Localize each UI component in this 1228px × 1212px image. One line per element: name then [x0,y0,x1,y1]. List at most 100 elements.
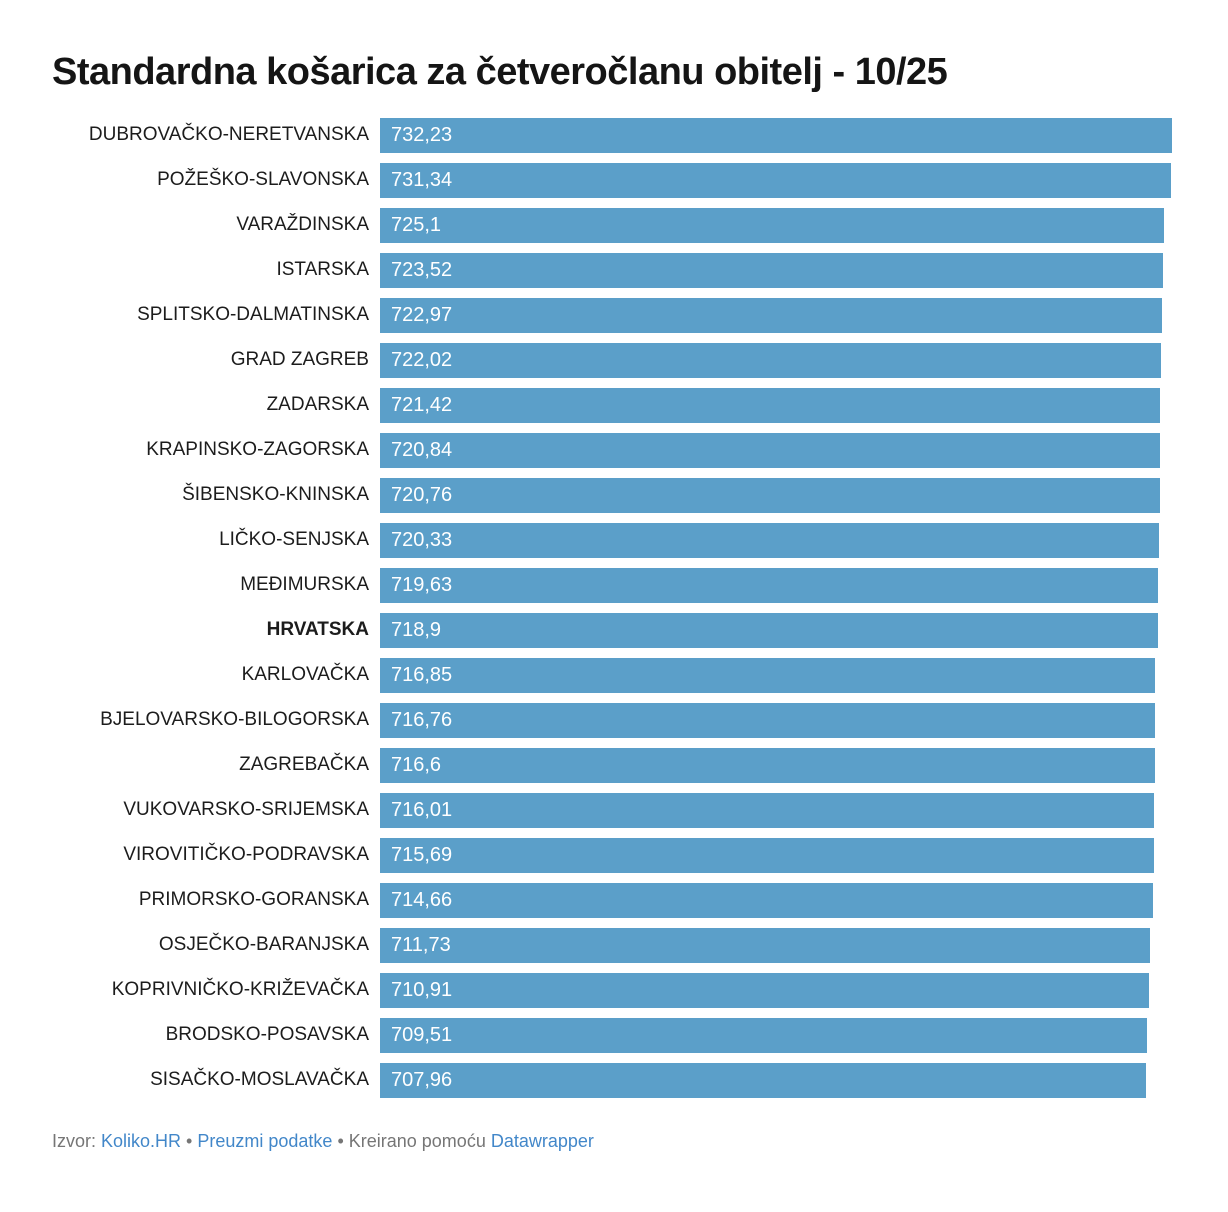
bar-row: VIROVITIČKO-PODRAVSKA 715,69 [52,837,1172,873]
bar-value-label: 731,34 [391,168,453,191]
footer: Izvor: Koliko.HR • Preuzmi podatke • Kreirano… [52,1131,1172,1152]
bar-value-label: 716,01 [391,798,453,821]
bar: 716,85 [380,657,1156,693]
category-label: ŠIBENSKO-KNINSKA [182,484,369,506]
bar-track: 716,76 [380,702,1172,738]
bar-value-label: 720,76 [391,483,453,506]
bar-value-label: 707,96 [391,1068,453,1091]
bar-track: 723,52 [380,252,1172,288]
bar: 707,96 [380,1062,1146,1098]
download-data-link[interactable]: Preuzmi podatke [197,1130,333,1151]
bar-value-label: 716,76 [391,708,453,731]
category-label: HRVATSKA [266,619,369,641]
bar: 710,91 [380,972,1149,1008]
bar-value-label: 720,84 [391,438,453,461]
bar-track: 714,66 [380,882,1172,918]
created-with-label: Kreirano pomoću [348,1130,486,1151]
bar-value-label: 722,97 [391,303,453,326]
bar-chart: DUBROVAČKO-NERETVANSKA 732,23 POŽEŠKO-SLAV… [52,117,1172,1098]
bar-track: 709,51 [380,1017,1172,1053]
bar: 722,02 [380,342,1161,378]
bar-track: 716,6 [380,747,1172,783]
category-label: PRIMORSKO-GORANSKA [138,889,369,911]
bar-value-label: 716,6 [391,753,442,776]
bar-track: 720,33 [380,522,1172,558]
bar: 715,69 [380,837,1155,873]
bar-track: 722,97 [380,297,1172,333]
bar: 711,73 [380,927,1150,963]
bar-row: PRIMORSKO-GORANSKA 714,66 [52,882,1172,918]
bar-value-label: 732,23 [391,123,453,146]
bar-row: MEĐIMURSKA 719,63 [52,567,1172,603]
bar-row: VARAŽDINSKA 725,1 [52,207,1172,243]
category-label: VIROVITIČKO-PODRAVSKA [123,844,369,866]
bar: 721,42 [380,387,1161,423]
separator-dot: • [186,1130,193,1151]
category-label: KOPRIVNIČKO-KRIŽEVAČKA [111,979,369,1001]
bar-row: BRODSKO-POSAVSKA 709,51 [52,1017,1172,1053]
category-label: DUBROVAČKO-NERETVANSKA [88,124,369,146]
bar-value-label: 709,51 [391,1023,453,1046]
bar: 731,34 [380,162,1172,198]
source-link[interactable]: Koliko.HR [101,1130,182,1151]
bar-track: 710,91 [380,972,1172,1008]
bar-track: 732,23 [380,117,1172,153]
category-label: VARAŽDINSKA [236,214,369,236]
bar-row: LIČKO-SENJSKA 720,33 [52,522,1172,558]
category-label: SISAČKO-MOSLAVAČKA [150,1069,369,1091]
bar-value-label: 715,69 [391,843,453,866]
bar: 718,9 [380,612,1158,648]
source-label: Izvor: [52,1130,97,1151]
bar-row: SISAČKO-MOSLAVAČKA 707,96 [52,1062,1172,1098]
chart-page: Standardna košarica za četveročlanu obit… [52,51,1172,1152]
bar-track: 716,01 [380,792,1172,828]
bar-row: OSJEČKO-BARANJSKA 711,73 [52,927,1172,963]
bar: 720,33 [380,522,1160,558]
bar-track: 707,96 [380,1062,1172,1098]
bar-row: ISTARSKA 723,52 [52,252,1172,288]
bar-track: 716,85 [380,657,1172,693]
bar-row: POŽEŠKO-SLAVONSKA 731,34 [52,162,1172,198]
category-label: BJELOVARSKO-BILOGORSKA [100,709,369,731]
category-label: ISTARSKA [276,259,369,281]
bar: 720,76 [380,477,1160,513]
bar-track: 711,73 [380,927,1172,963]
bar: 716,76 [380,702,1156,738]
bar: 725,1 [380,207,1165,243]
bar-value-label: 718,9 [391,618,442,641]
category-label: OSJEČKO-BARANJSKA [158,934,369,956]
bar-row: GRAD ZAGREB 722,02 [52,342,1172,378]
category-label: POŽEŠKO-SLAVONSKA [157,169,369,191]
bar-row: ZADARSKA 721,42 [52,387,1172,423]
category-label: ZAGREBAČKA [239,754,369,776]
bar-track: 720,84 [380,432,1172,468]
bar-value-label: 720,33 [391,528,453,551]
bar: 716,6 [380,747,1156,783]
bar: 732,23 [380,117,1172,153]
category-label: GRAD ZAGREB [230,349,369,371]
bar-track: 715,69 [380,837,1172,873]
bar-track: 721,42 [380,387,1172,423]
separator-dot: • [337,1130,344,1151]
bar-track: 719,63 [380,567,1172,603]
bar-row: ŠIBENSKO-KNINSKA 720,76 [52,477,1172,513]
category-label: KARLOVAČKA [241,664,369,686]
category-label: MEĐIMURSKA [240,574,369,596]
bar: 714,66 [380,882,1153,918]
bar-track: 725,1 [380,207,1172,243]
bar-row: KRAPINSKO-ZAGORSKA 720,84 [52,432,1172,468]
bar-value-label: 711,73 [391,933,451,956]
bar-value-label: 716,85 [391,663,453,686]
bar-row: HRVATSKA 718,9 [52,612,1172,648]
category-label: BRODSKO-POSAVSKA [165,1024,369,1046]
bar-row: ZAGREBAČKA 716,6 [52,747,1172,783]
category-label: ZADARSKA [266,394,369,416]
bar-value-label: 719,63 [391,573,453,596]
bar-track: 731,34 [380,162,1172,198]
category-label: LIČKO-SENJSKA [219,529,369,551]
datawrapper-link[interactable]: Datawrapper [490,1130,594,1151]
bar-row: KOPRIVNIČKO-KRIŽEVAČKA 710,91 [52,972,1172,1008]
bar: 720,84 [380,432,1160,468]
bar-value-label: 722,02 [391,348,453,371]
chart-title: Standardna košarica za četveročlanu obit… [52,51,948,93]
